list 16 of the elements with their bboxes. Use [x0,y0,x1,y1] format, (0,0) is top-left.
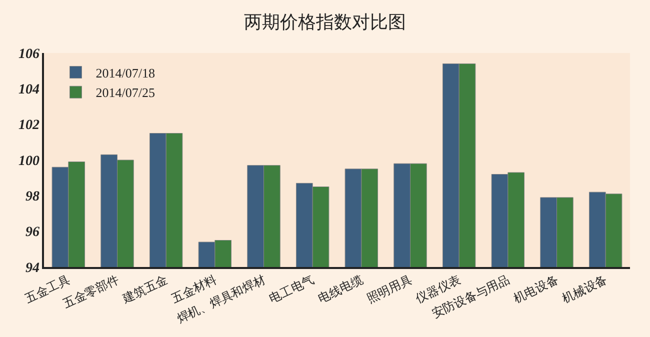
y-tick-label: 94 [25,260,40,276]
x-tick-label: 机械设备 [560,272,610,306]
legend-label: 2014/07/25 [96,85,155,100]
y-tick-label: 102 [18,118,40,134]
x-tick-label: 电工电气 [266,272,316,306]
legend-label: 2014/07/18 [96,65,155,80]
x-tick-label: 电线电缆 [316,272,366,306]
x-tick-label: 机电设备 [511,272,561,306]
x-tick-label: 照明用具 [364,272,414,306]
y-tick-label: 104 [18,82,40,98]
y-tick-label: 106 [18,46,40,62]
y-tick-label: 100 [18,154,40,169]
y-tick-label: 98 [25,190,40,205]
chart-title: 两期价格指数对比图 [244,12,406,33]
y-tick-label: 96 [25,225,40,240]
x-tick-label: 建筑五金 [120,272,170,306]
